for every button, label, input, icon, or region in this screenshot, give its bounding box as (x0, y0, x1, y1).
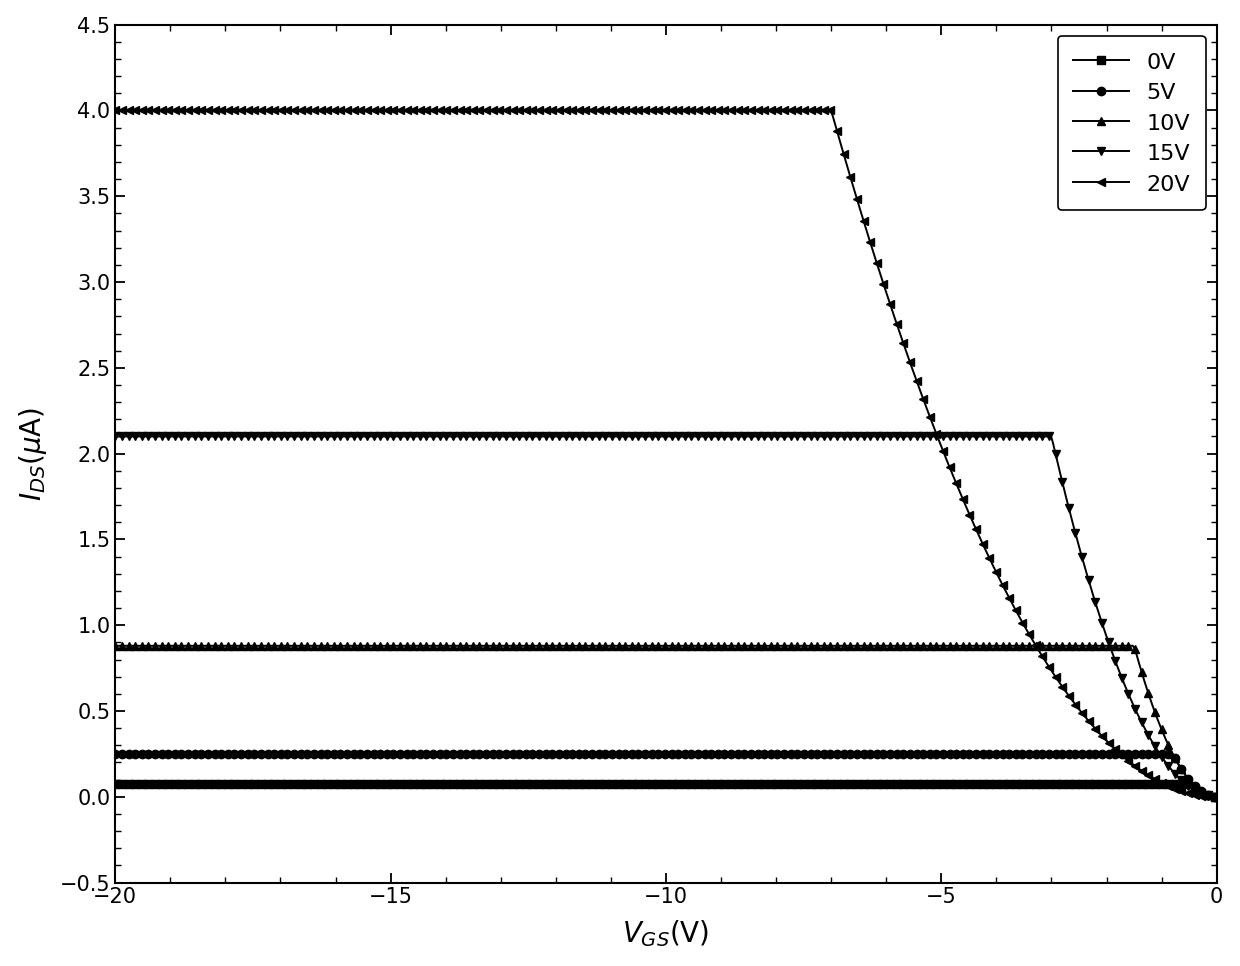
5V (704, 748, 719, 759)
Line: 0V: 0V (112, 780, 1221, 801)
5V (631, 748, 646, 759)
10V (631, 640, 646, 652)
15V (631, 431, 646, 442)
0V (1183, 779, 1198, 790)
10V (1209, 791, 1224, 803)
0V (764, 778, 779, 789)
20V (637, 104, 652, 116)
X-axis label: $\mathit{V_{GS}}$(V): $\mathit{V_{GS}}$(V) (622, 919, 709, 950)
20V (1209, 791, 1224, 803)
Line: 20V: 20V (112, 106, 1221, 801)
5V (1209, 791, 1224, 803)
Y-axis label: $\mathit{I_{DS}}$($\mu$A): $\mathit{I_{DS}}$($\mu$A) (16, 407, 48, 500)
5V (1011, 748, 1025, 759)
Line: 10V: 10V (112, 641, 1221, 801)
10V (1011, 640, 1025, 652)
5V (108, 748, 123, 759)
20V (631, 104, 646, 116)
10V (764, 640, 779, 652)
10V (108, 640, 123, 652)
20V (1011, 609, 1025, 620)
0V (631, 778, 646, 789)
20V (1183, 787, 1198, 799)
5V (1183, 776, 1198, 787)
Line: 5V: 5V (112, 750, 1221, 801)
5V (764, 748, 779, 759)
20V (764, 104, 779, 116)
15V (108, 431, 123, 442)
15V (704, 431, 719, 442)
15V (1209, 791, 1224, 803)
0V (637, 778, 652, 789)
0V (108, 778, 123, 789)
20V (704, 104, 719, 116)
0V (1011, 778, 1025, 789)
0V (704, 778, 719, 789)
10V (1183, 776, 1198, 787)
Line: 15V: 15V (112, 433, 1221, 801)
10V (637, 640, 652, 652)
10V (704, 640, 719, 652)
0V (1209, 791, 1224, 803)
15V (764, 431, 779, 442)
15V (1011, 431, 1025, 442)
Legend: 0V, 5V, 10V, 15V, 20V: 0V, 5V, 10V, 15V, 20V (1058, 36, 1205, 211)
15V (637, 431, 652, 442)
20V (108, 104, 123, 116)
5V (637, 748, 652, 759)
15V (1183, 781, 1198, 793)
